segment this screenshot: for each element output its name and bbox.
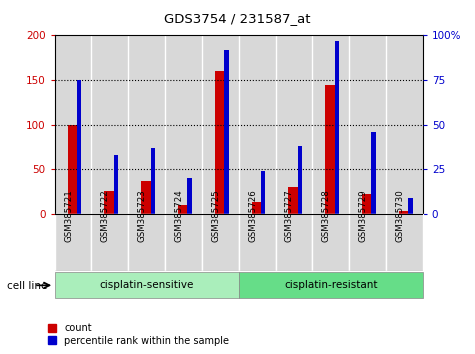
Text: GSM385724: GSM385724 (174, 189, 183, 242)
Bar (399, 211, 410, 214)
Bar (238, 214, 276, 271)
Bar (141, 181, 152, 214)
Bar (276, 214, 313, 271)
Bar (91, 35, 128, 214)
Bar (165, 214, 202, 271)
Text: GSM385721: GSM385721 (64, 189, 73, 242)
Text: cisplatin-sensitive: cisplatin-sensitive (99, 280, 194, 290)
Bar (261, 171, 266, 214)
Text: GSM385722: GSM385722 (101, 189, 110, 242)
Text: GSM385723: GSM385723 (138, 189, 147, 242)
Text: GDS3754 / 231587_at: GDS3754 / 231587_at (164, 12, 311, 25)
Text: GSM385727: GSM385727 (285, 189, 294, 242)
Bar (313, 214, 349, 271)
Bar (151, 148, 155, 214)
Bar (276, 35, 313, 214)
Text: GSM385730: GSM385730 (395, 189, 404, 242)
Bar (252, 202, 263, 214)
Bar (371, 132, 376, 214)
Text: GSM385725: GSM385725 (211, 189, 220, 242)
Text: GSM385728: GSM385728 (322, 189, 331, 242)
Bar (55, 214, 91, 271)
Bar (313, 35, 349, 214)
Bar (178, 205, 189, 214)
Bar (288, 187, 299, 214)
Bar (202, 214, 238, 271)
Bar (104, 191, 115, 214)
Text: cisplatin-resistant: cisplatin-resistant (284, 280, 378, 290)
Bar (386, 35, 423, 214)
Bar (128, 214, 165, 271)
Bar (298, 146, 302, 214)
Bar (215, 71, 226, 214)
Bar (55, 35, 91, 214)
Bar (224, 50, 228, 214)
Bar (77, 80, 81, 214)
Bar (165, 35, 202, 214)
Bar (128, 35, 165, 214)
Bar (67, 125, 78, 214)
Bar (362, 194, 373, 214)
Bar (325, 85, 336, 214)
Bar (91, 214, 128, 271)
Text: GSM385726: GSM385726 (248, 189, 257, 242)
Bar (238, 272, 423, 298)
Bar (334, 41, 339, 214)
Bar (238, 35, 276, 214)
Bar (386, 214, 423, 271)
Bar (202, 35, 238, 214)
Text: cell line: cell line (7, 281, 48, 291)
Text: GSM385729: GSM385729 (359, 189, 368, 242)
Bar (349, 214, 386, 271)
Bar (349, 35, 386, 214)
Bar (408, 198, 413, 214)
Bar (114, 155, 118, 214)
Bar (55, 272, 238, 298)
Bar (187, 178, 192, 214)
Legend: count, percentile rank within the sample: count, percentile rank within the sample (48, 323, 229, 346)
